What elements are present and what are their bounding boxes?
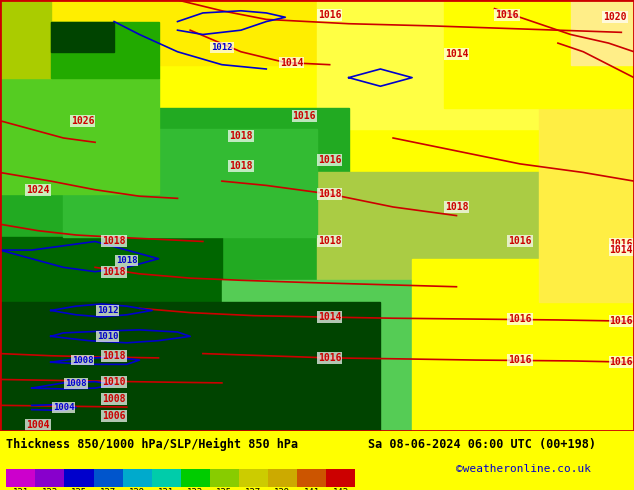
Text: 1024: 1024: [26, 185, 50, 195]
Bar: [122, 469, 152, 487]
Text: 1004: 1004: [26, 420, 50, 430]
Bar: [239, 469, 268, 487]
Text: 1010: 1010: [97, 332, 119, 341]
Text: 1016: 1016: [609, 357, 633, 367]
Text: 133: 133: [187, 488, 204, 490]
Text: 135: 135: [216, 488, 232, 490]
Text: 1016: 1016: [495, 10, 519, 20]
Bar: [36, 469, 65, 487]
Polygon shape: [0, 0, 634, 65]
Polygon shape: [317, 172, 539, 302]
Text: 1016: 1016: [609, 316, 633, 326]
Text: 1010: 1010: [102, 377, 126, 387]
Text: 1014: 1014: [444, 49, 469, 59]
Text: 1026: 1026: [70, 116, 94, 126]
Text: 121: 121: [13, 488, 29, 490]
Text: 1004: 1004: [53, 403, 74, 412]
Text: 123: 123: [42, 488, 58, 490]
Text: 1014: 1014: [318, 312, 342, 322]
Text: 1008: 1008: [72, 356, 93, 365]
Text: 1006: 1006: [102, 411, 126, 421]
Text: 1018: 1018: [444, 202, 469, 212]
Text: 1018: 1018: [102, 267, 126, 277]
Text: 1016: 1016: [318, 154, 342, 165]
Text: 1016: 1016: [508, 355, 532, 365]
Polygon shape: [0, 0, 51, 77]
Bar: [65, 469, 94, 487]
Polygon shape: [539, 108, 634, 302]
Polygon shape: [63, 129, 317, 237]
Text: 1018: 1018: [318, 189, 342, 199]
Text: 1014: 1014: [609, 245, 633, 255]
Text: 1018: 1018: [102, 351, 126, 361]
Polygon shape: [0, 237, 222, 431]
Text: 1018: 1018: [318, 237, 342, 246]
Text: 139: 139: [275, 488, 290, 490]
Polygon shape: [412, 259, 634, 431]
Text: 137: 137: [245, 488, 261, 490]
Text: 141: 141: [304, 488, 320, 490]
Polygon shape: [571, 0, 634, 65]
Text: 1018: 1018: [229, 131, 253, 141]
Text: 1018: 1018: [116, 256, 138, 266]
Polygon shape: [0, 108, 349, 302]
Bar: [152, 469, 181, 487]
Text: Sa 08-06-2024 06:00 UTC (00+198): Sa 08-06-2024 06:00 UTC (00+198): [368, 438, 596, 451]
Text: 1020: 1020: [603, 12, 627, 22]
Polygon shape: [222, 280, 412, 431]
Text: 1008: 1008: [102, 394, 126, 404]
Text: 1018: 1018: [229, 161, 253, 171]
Bar: [210, 469, 239, 487]
Polygon shape: [51, 22, 158, 77]
Text: 129: 129: [129, 488, 145, 490]
Polygon shape: [0, 77, 158, 194]
Polygon shape: [444, 0, 634, 108]
Bar: [297, 469, 326, 487]
Text: 1008: 1008: [65, 379, 87, 388]
Text: 1018: 1018: [102, 237, 126, 246]
Bar: [268, 469, 297, 487]
Text: Thickness 850/1000 hPa/SLP/Height 850 hPa: Thickness 850/1000 hPa/SLP/Height 850 hP…: [6, 438, 299, 451]
Bar: [6, 469, 36, 487]
Polygon shape: [317, 0, 634, 129]
Text: 142: 142: [332, 488, 349, 490]
Text: 1014: 1014: [280, 57, 304, 68]
Text: 1012: 1012: [97, 306, 119, 315]
Bar: [181, 469, 210, 487]
Text: 1016: 1016: [318, 10, 342, 20]
Text: 1016: 1016: [318, 353, 342, 363]
Polygon shape: [51, 22, 114, 52]
Text: 1016: 1016: [508, 314, 532, 324]
Text: ©weatheronline.co.uk: ©weatheronline.co.uk: [456, 465, 592, 474]
Text: 1012: 1012: [211, 43, 233, 52]
Bar: [94, 469, 122, 487]
Text: 125: 125: [71, 488, 87, 490]
Polygon shape: [0, 302, 380, 431]
Text: 131: 131: [158, 488, 174, 490]
Text: 1016: 1016: [292, 111, 316, 122]
Text: 1016: 1016: [508, 237, 532, 246]
Text: 1016: 1016: [609, 239, 633, 248]
Bar: [326, 469, 355, 487]
Text: 127: 127: [100, 488, 116, 490]
